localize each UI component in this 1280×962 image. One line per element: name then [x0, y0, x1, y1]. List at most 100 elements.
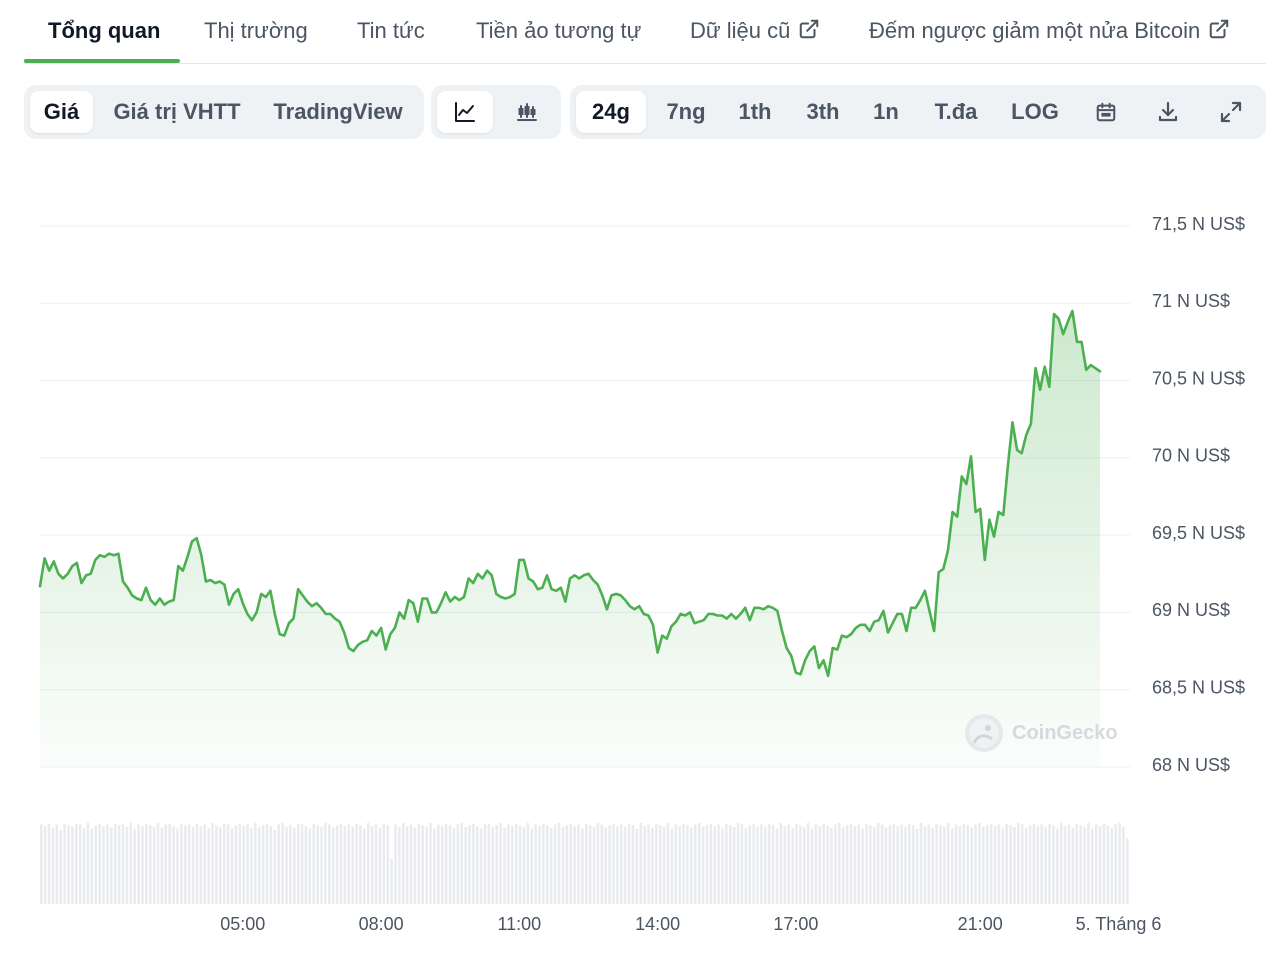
calendar-icon: [1096, 102, 1116, 122]
volume-bar: [623, 826, 627, 904]
volume-bar: [670, 828, 674, 904]
volume-bar: [985, 825, 989, 904]
volume-bar: [876, 822, 880, 904]
range-1m-button[interactable]: 1th: [726, 91, 784, 133]
x-tick-label: 11:00: [497, 914, 541, 934]
volume-bar: [413, 827, 417, 904]
y-tick-label: 70 N US$: [1152, 446, 1230, 466]
volume-bar: [1071, 827, 1075, 904]
tab-similar-coins[interactable]: Tiền ảo tương tự: [476, 18, 641, 48]
line-chart-button[interactable]: [437, 91, 493, 133]
volume-bar: [121, 824, 125, 904]
volume-bar: [145, 823, 148, 904]
range-7d-button[interactable]: 7ng: [654, 91, 718, 133]
volume-bar: [651, 827, 654, 904]
view-mode-group: Giá Giá trị VHTT TradingView: [24, 85, 424, 139]
fullscreen-button[interactable]: [1204, 91, 1258, 133]
volume-bar: [830, 827, 833, 904]
range-24h-button[interactable]: 24g: [576, 91, 646, 133]
volume-bar: [219, 826, 222, 904]
volume-bar: [293, 827, 296, 904]
volume-bar: [1059, 822, 1063, 904]
volume-bar: [370, 826, 374, 904]
tab-market[interactable]: Thị trường: [204, 18, 308, 48]
date-range-button[interactable]: [1080, 91, 1132, 133]
volume-bar: [841, 826, 845, 904]
volume-bar: [234, 825, 238, 904]
volume-bar: [978, 822, 981, 904]
volume-bar: [184, 825, 187, 904]
price-chart[interactable]: 71,5 N US$ 71 N US$ 70,5 N US$ 70 N US$ 69,5…: [0, 150, 1280, 962]
range-1m-label: 1th: [738, 99, 772, 124]
view-market-cap-button[interactable]: Giá trị VHTT: [103, 91, 251, 133]
volume-bar: [1056, 828, 1059, 904]
volume-bar: [67, 825, 70, 904]
volume-bar: [211, 822, 214, 904]
view-market-cap-label: Giá trị VHTT: [113, 99, 241, 124]
volume-bar: [1102, 823, 1106, 904]
volume-bar: [573, 826, 576, 904]
volume-bar: [242, 826, 245, 904]
volume-bar: [1114, 824, 1117, 904]
volume-bar: [569, 823, 572, 904]
y-tick-label: 71 N US$: [1152, 291, 1230, 311]
tab-news[interactable]: Tin tức: [357, 18, 425, 48]
log-scale-button[interactable]: LOG: [1002, 91, 1068, 133]
volume-bar: [495, 825, 498, 904]
volume-bar: [982, 826, 985, 904]
volume-bar: [764, 826, 767, 904]
volume-bar: [363, 828, 366, 904]
volume-bar: [834, 824, 837, 904]
volume-bar: [417, 823, 421, 904]
volume-bar: [588, 825, 592, 904]
volume-bar: [335, 825, 339, 904]
candlestick-chart-icon: [517, 103, 537, 121]
tab-halving-countdown-label: Đếm ngược giảm một nửa Bitcoin: [869, 18, 1201, 43]
volume-bar: [822, 823, 825, 904]
expand-icon: [1220, 101, 1242, 123]
download-button[interactable]: [1142, 91, 1194, 133]
volume-bar: [927, 824, 931, 904]
volume-bar: [526, 822, 530, 904]
tab-overview[interactable]: Tổng quan: [48, 18, 160, 48]
volume-bar: [320, 826, 323, 904]
volume-bar: [600, 824, 604, 904]
volume-bar: [90, 828, 94, 904]
volume-bar: [479, 828, 483, 904]
volume-bar: [950, 828, 954, 904]
tab-halving-countdown[interactable]: Đếm ngược giảm một nửa Bitcoin: [869, 18, 1230, 48]
view-tradingview-button[interactable]: TradingView: [264, 91, 412, 133]
volume-bar: [631, 825, 635, 904]
volume-bar: [215, 825, 218, 904]
volume-bar: [258, 826, 261, 904]
volume-bar: [1087, 822, 1090, 904]
range-max-button[interactable]: T.đa: [920, 91, 992, 133]
volume-bar: [261, 825, 265, 904]
tab-historical-data[interactable]: Dữ liệu cũ: [690, 18, 820, 48]
range-1y-button[interactable]: 1n: [862, 91, 910, 133]
volume-bar: [919, 822, 923, 904]
volume-bar: [160, 827, 164, 904]
volume-bar: [923, 826, 927, 904]
volume-bar: [425, 826, 428, 904]
volume-bar: [647, 824, 650, 904]
volume-bar: [316, 825, 319, 904]
volume-bar: [429, 822, 432, 904]
volume-bar: [398, 826, 401, 904]
volume-bar: [542, 823, 545, 904]
volume-bar: [767, 823, 771, 904]
volume-bar: [1048, 823, 1051, 904]
range-3m-button[interactable]: 3th: [792, 91, 854, 133]
range-7d-label: 7ng: [666, 99, 706, 124]
volume-bar: [869, 825, 872, 904]
volume-bar: [394, 824, 397, 904]
volume-bar: [931, 827, 934, 904]
volume-bar: [608, 825, 611, 904]
volume-bar: [339, 823, 343, 904]
volume-bar: [549, 827, 553, 904]
volume-bar: [884, 827, 888, 904]
y-axis-labels: 71,5 N US$ 71 N US$ 70,5 N US$ 70 N US$ 69,5…: [1152, 214, 1245, 775]
view-price-button[interactable]: Giá: [30, 91, 93, 133]
volume-bar: [59, 830, 62, 904]
candlestick-chart-button[interactable]: [499, 91, 555, 133]
